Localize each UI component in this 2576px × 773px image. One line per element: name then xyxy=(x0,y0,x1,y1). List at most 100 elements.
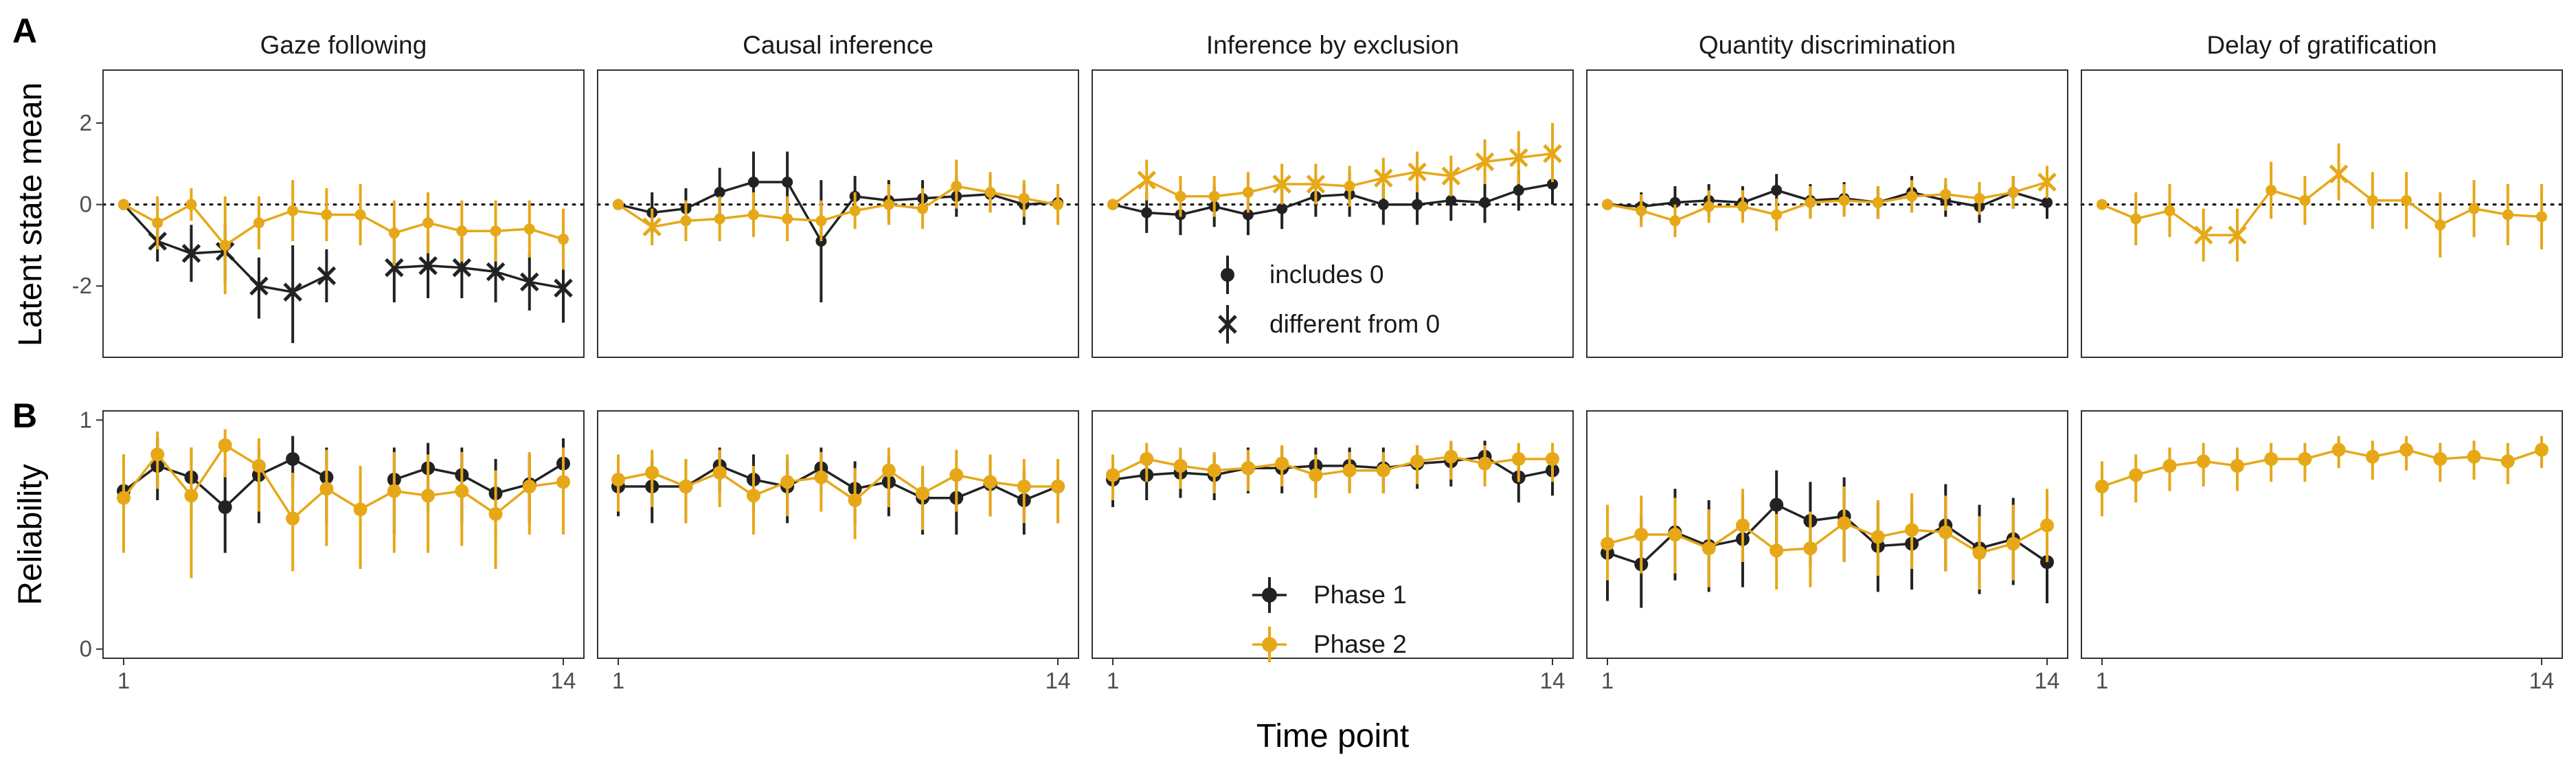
reliability-panel-1: 101 14 xyxy=(80,407,585,693)
phase-2-point-different xyxy=(1306,175,1326,194)
phase-2-point xyxy=(185,199,197,210)
y-tick-label: 0 xyxy=(80,192,92,217)
phase-2-point xyxy=(1634,528,1649,541)
phase-2-point xyxy=(388,227,400,239)
phase-2-point xyxy=(1703,201,1715,212)
panel-border xyxy=(1092,410,1574,659)
phase-2-point xyxy=(2040,518,2054,533)
phase-2-point xyxy=(2230,459,2244,473)
x-tick-label: 14 xyxy=(2035,668,2060,693)
phase-2-point xyxy=(949,468,964,482)
y-tick-label: 0 xyxy=(80,636,92,662)
phase-1-point-different xyxy=(452,258,472,278)
phase-2-point xyxy=(1837,516,1851,530)
phase-2-point-different xyxy=(642,217,662,237)
facet-title-delay-of-gratification: Delay of gratification xyxy=(2206,31,2437,59)
phase-2-point xyxy=(253,217,264,229)
facet-title-gaze-following: Gaze following xyxy=(260,31,427,59)
phase-2-point xyxy=(1410,454,1425,469)
phase-2-point xyxy=(488,507,503,521)
phase-2-point xyxy=(1275,456,1289,471)
phase-2-point xyxy=(1241,461,1255,475)
legend-significance: includes 0 different from 0 xyxy=(1218,256,1440,344)
phase-2-point xyxy=(2196,454,2211,469)
legend-key-phase-2-point xyxy=(1262,637,1277,652)
y-tick-label: 2 xyxy=(80,110,92,135)
panel-border xyxy=(102,69,585,358)
phase-2-point xyxy=(645,466,659,480)
phase-1-point xyxy=(1669,197,1681,208)
phase-2-point xyxy=(780,475,795,489)
facet-title-inference-by-exclusion: Inference by exclusion xyxy=(1206,31,1459,59)
phase-1-point xyxy=(1242,209,1254,221)
phase-2-point xyxy=(387,484,401,498)
phase-2-point xyxy=(1376,463,1390,478)
latent-panel-2 xyxy=(596,69,1080,358)
phase-2-point xyxy=(2433,452,2448,466)
phase-2-point xyxy=(1669,215,1681,227)
phase-2-point xyxy=(1546,452,1559,466)
phase-2-point xyxy=(421,489,436,503)
phase-2-point xyxy=(2468,203,2480,214)
phase-1-point-different xyxy=(317,266,337,286)
phase-2-point xyxy=(1838,194,1850,206)
phase-2-point xyxy=(287,205,299,216)
phase-2-point xyxy=(286,511,300,526)
phase-2-point xyxy=(2365,449,2380,464)
phase-2-point xyxy=(2500,454,2515,469)
phase-2-line xyxy=(618,185,1059,229)
phase-2-point xyxy=(150,447,165,462)
phase-1-point xyxy=(1547,179,1558,190)
latent-panel-5 xyxy=(2080,69,2564,358)
phase-2-point xyxy=(2129,468,2143,482)
phase-2-point-different xyxy=(2228,225,2247,245)
phase-2-point xyxy=(2366,194,2378,206)
phase-2-point xyxy=(2095,480,2109,493)
phase-1-point-different xyxy=(181,244,201,263)
phase-2-point xyxy=(1173,459,1188,473)
phase-2-point xyxy=(1017,480,1031,493)
phase-1-point xyxy=(747,177,759,188)
phase-2-point xyxy=(1344,180,1355,192)
phase-2-point-different xyxy=(1137,170,1156,190)
phase-2-point xyxy=(354,209,366,221)
phase-1-point xyxy=(1445,194,1457,206)
phase-2-point xyxy=(455,484,469,498)
phase-1-point-different xyxy=(283,282,302,302)
phase-1-point xyxy=(1479,197,1491,208)
phase-2-point-different xyxy=(1374,168,1393,188)
phase-2-point xyxy=(2264,452,2279,466)
phase-2-point xyxy=(1444,449,1458,464)
legend-key-phase-1-point xyxy=(1262,587,1277,603)
phase-2-point xyxy=(1309,468,1323,482)
x-tick-label: 1 xyxy=(612,668,624,693)
phase-2-point xyxy=(219,239,231,251)
phase-2-point xyxy=(1770,544,1784,558)
phase-2-point xyxy=(917,203,929,214)
phase-1-point xyxy=(1276,203,1288,214)
phase-2-point xyxy=(117,491,131,505)
phase-2-point xyxy=(1242,186,1254,198)
phase-1-line xyxy=(618,181,1059,244)
phase-2-point xyxy=(2266,184,2277,196)
phase-2-point xyxy=(1140,452,1154,466)
phase-2-point xyxy=(814,470,828,484)
phase-2-point xyxy=(522,480,536,493)
phase-2-point-different xyxy=(1441,166,1461,186)
x-tick-label: 14 xyxy=(1046,668,1071,693)
phase-2-point xyxy=(2331,442,2346,457)
phase-2-point xyxy=(983,475,997,489)
phase-2-line xyxy=(1111,152,1553,206)
panel-border xyxy=(2081,69,2563,358)
phase-2-point xyxy=(848,493,862,507)
phase-2-point-different xyxy=(1509,148,1528,168)
phase-2-point xyxy=(1974,192,1985,204)
phase-2-point xyxy=(1905,523,1919,537)
phase-2-point xyxy=(1872,197,1884,208)
phase-2-point xyxy=(1636,205,1647,216)
phase-2-point xyxy=(746,489,760,503)
phase-2-point xyxy=(2401,194,2413,206)
phase-1-point xyxy=(1770,497,1784,512)
phase-2-point-different xyxy=(1475,152,1495,172)
